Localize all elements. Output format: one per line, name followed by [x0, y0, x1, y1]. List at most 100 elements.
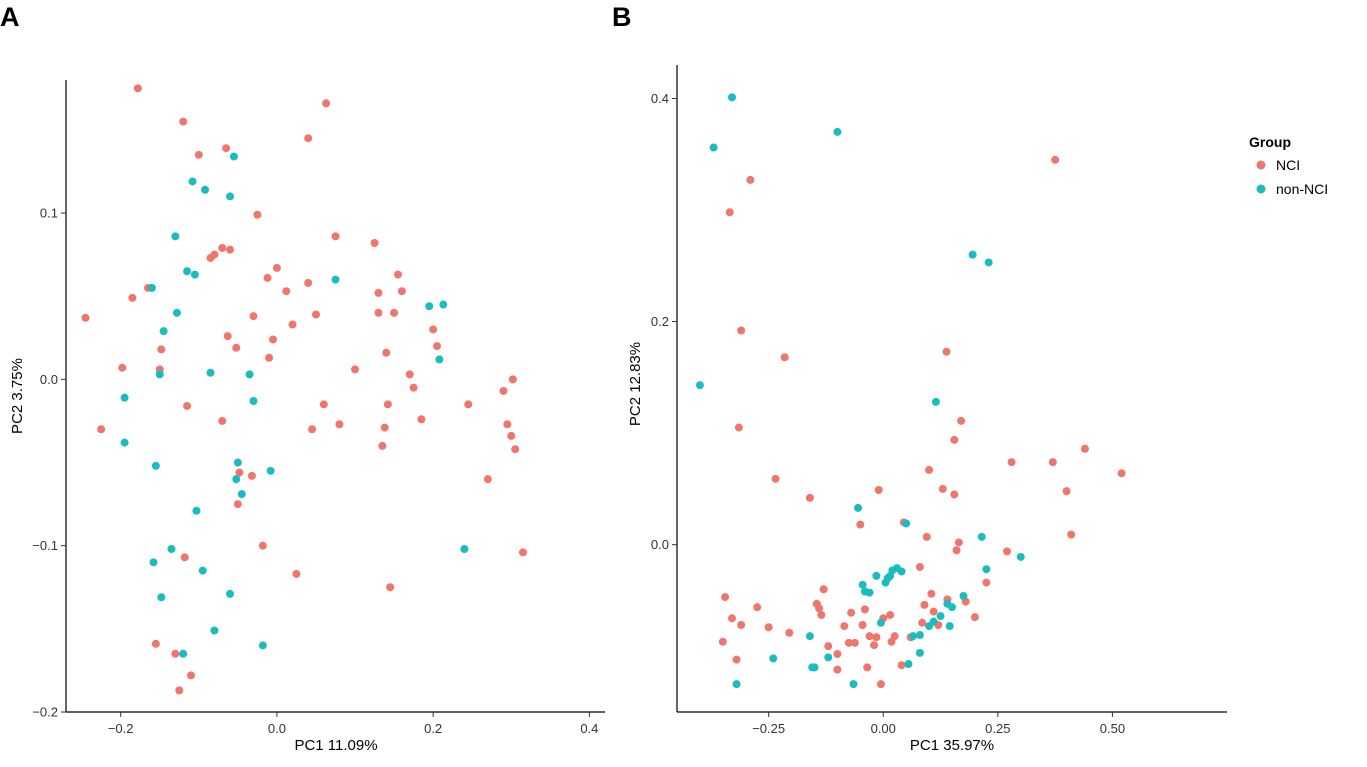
panel-a-point-nci [383, 400, 392, 409]
panel-a-point-nci [253, 210, 262, 219]
panel-b-point-nci [844, 638, 853, 647]
panel-b-point-non-nci [769, 654, 778, 663]
panel-b-x-tick-label: 0.25 [985, 721, 1010, 736]
legend: Group NCI non-NCI [1249, 134, 1328, 197]
panel-a-y-title: PC2 3.75% [9, 358, 26, 434]
panel-a-point-non-nci [198, 566, 207, 575]
panel-a-point-nci [483, 475, 492, 484]
panel-a-x-tick-label: 0.0 [268, 721, 286, 736]
panel-a-y-tick-label: −0.2 [32, 705, 58, 720]
panel-b-point-non-nci [902, 519, 911, 528]
panel-a-y-tick-label: 0.0 [40, 372, 58, 387]
panel-a-point-non-nci [151, 461, 160, 470]
panel-b-points [695, 93, 1126, 689]
panel-b-point-nci [915, 562, 924, 571]
panel-a-point-nci [288, 320, 297, 329]
panel-b-point-nci [929, 607, 938, 616]
panel-b-point-non-nci [936, 612, 945, 621]
panel-b-point-nci [954, 538, 963, 547]
panel-b-point-non-nci [959, 591, 968, 600]
panel-b-point-nci [863, 663, 872, 672]
panel-b-point-non-nci [984, 258, 993, 267]
panel-b-point-non-nci [948, 603, 956, 612]
panel-a-point-nci [179, 117, 188, 126]
panel-b-point-nci [872, 633, 881, 642]
panel-a-point-nci [180, 553, 189, 562]
panel-b-point-non-nci [854, 503, 863, 512]
panel-b-point-nci [860, 605, 869, 614]
panel-a-point-nci [249, 312, 258, 321]
panel-b-x-tick-label: 0.50 [1100, 721, 1125, 736]
panel-a-point-nci [511, 445, 520, 454]
panel-b-point-nci [737, 620, 746, 629]
panel-b-point-nci [725, 208, 734, 217]
panel-a-point-non-nci [171, 232, 180, 241]
panel-a-point-non-nci [210, 626, 219, 635]
panel-a-point-nci [417, 415, 426, 424]
panel-a-point-nci [374, 288, 383, 297]
panel-a-point-nci [374, 308, 383, 317]
panel-b-point-nci [1007, 458, 1016, 467]
legend-title: Group [1249, 134, 1291, 150]
panel-a-point-non-nci [147, 283, 156, 292]
panel-b-point-nci [737, 326, 746, 335]
panel-b-point-non-nci [945, 622, 954, 631]
panel-a-point-nci [508, 375, 517, 384]
panel-a-point-nci [235, 468, 244, 477]
panel-a-point-nci [319, 400, 328, 409]
panel-b-x-tick-label: 0.00 [871, 721, 896, 736]
panel-b-point-non-nci [833, 127, 842, 136]
panel-a-point-nci [223, 332, 232, 341]
panel-a-point-non-nci [190, 270, 199, 279]
panel-a-point-nci [331, 232, 340, 241]
panel-b-point-nci [874, 486, 883, 495]
panel-b-point-non-nci [977, 532, 986, 541]
panel-b-point-nci [942, 347, 951, 356]
panel-a-point-non-nci [258, 641, 267, 650]
panel-b-point-non-nci [1016, 552, 1025, 561]
panel-a-point-non-nci [167, 545, 176, 554]
panel-a-point-nci [218, 416, 227, 425]
panel-a-point-non-nci [188, 177, 197, 186]
panel-b-point-non-nci [732, 680, 741, 689]
panel-b-point-nci [1003, 547, 1011, 556]
panel-a-point-nci [118, 363, 127, 372]
panel-a-point-nci [218, 243, 227, 252]
panel-b-point-nci [1080, 444, 1089, 453]
panel-a-point-nci [382, 348, 391, 357]
panel-b-point-nci [922, 532, 931, 541]
panel-a-points [81, 84, 527, 695]
panel-a-point-nci [507, 431, 516, 440]
panel-b-point-non-nci [858, 580, 867, 589]
panel-b-point-nci [817, 610, 826, 619]
panel-b-x-title: PC1 35.97% [910, 737, 994, 754]
panel-a-point-non-nci [201, 185, 210, 194]
panel-a-point-nci [272, 263, 281, 272]
panel-b-ticks: −0.25 0.00 0.25 0.50 0.0 0.2 0.4 [651, 91, 1125, 736]
panel-a-point-nci [304, 134, 313, 143]
panel-a-point-nci [370, 238, 379, 247]
panel-b-point-nci [876, 680, 885, 689]
panel-a-point-nci [397, 287, 406, 296]
panel-a-point-nci [292, 569, 301, 578]
panel-b-point-nci [833, 649, 842, 658]
panel-b-point-non-nci [929, 617, 938, 626]
panel-a-point-non-nci [120, 438, 129, 447]
panel-a-point-nci [386, 583, 395, 592]
panel-a-point-non-nci [233, 458, 242, 467]
panel-a-y-tick-label: 0.1 [40, 206, 58, 221]
panel-a-point-nci [322, 99, 331, 108]
panel-a-x-tick-label: −0.2 [108, 721, 134, 736]
panel-a-point-nci [429, 325, 438, 334]
panel-a-point-non-nci [172, 308, 181, 317]
panel-a-point-nci [133, 84, 142, 93]
panel-b-point-non-nci [909, 632, 918, 641]
panel-a-point-nci [183, 401, 192, 410]
panel-b-point-nci [1051, 155, 1060, 164]
panel-b-point-non-nci [872, 571, 881, 580]
panel-a-point-nci [226, 245, 235, 254]
panel-a-point-non-nci [245, 370, 254, 379]
panel-a-point-nci [380, 423, 389, 432]
panel-a-point-nci [393, 270, 402, 279]
panel-b-point-nci [1117, 469, 1126, 478]
